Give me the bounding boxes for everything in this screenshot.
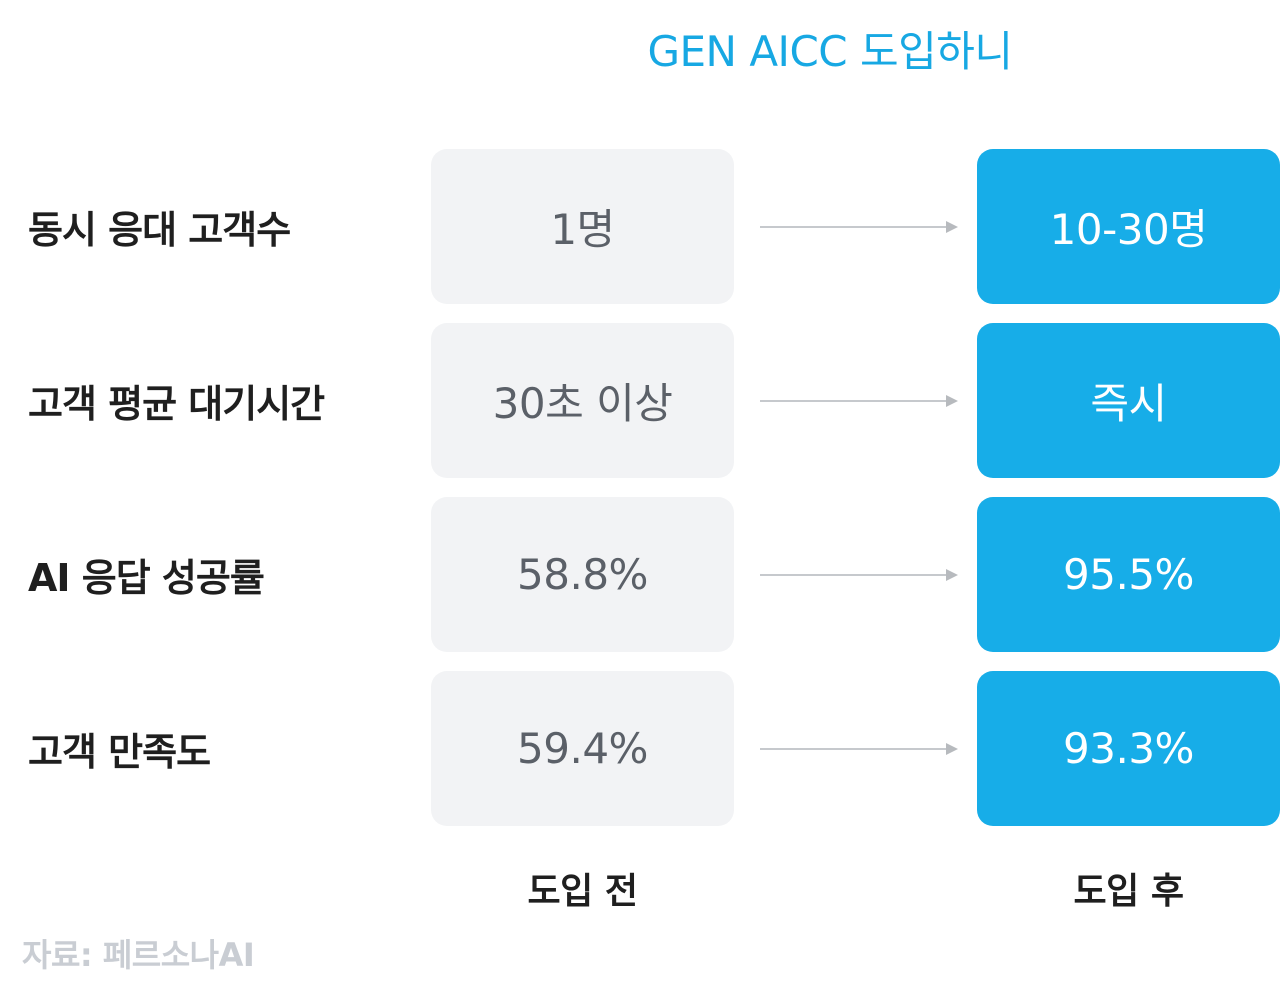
after-value-box: 10-30명 — [977, 149, 1280, 304]
row-label: 고객 만족도 — [28, 730, 211, 774]
diagram-title: GEN AICC 도입하니 — [647, 27, 1013, 76]
before-column-label: 도입 전 — [527, 871, 638, 912]
comparison-row: 동시 응대 고객수 1명 10-30명 — [0, 149, 1280, 304]
comparison-row: 고객 만족도 59.4% 93.3% — [0, 671, 1280, 826]
comparison-row: AI 응답 성공률 58.8% 95.5% — [0, 497, 1280, 652]
after-value-box: 93.3% — [977, 671, 1280, 826]
before-value-box: 59.4% — [431, 671, 734, 826]
arrow-right-icon — [760, 221, 958, 233]
arrow-right-icon — [760, 743, 958, 755]
arrow-right-icon — [760, 569, 958, 581]
after-column-label: 도입 후 — [1073, 871, 1184, 912]
row-label: 동시 응대 고객수 — [28, 208, 291, 252]
before-value-box: 58.8% — [431, 497, 734, 652]
arrow-right-icon — [760, 395, 958, 407]
source-note: 자료: 페르소나AI — [22, 936, 255, 974]
row-label: AI 응답 성공률 — [28, 556, 265, 600]
row-label: 고객 평균 대기시간 — [28, 382, 325, 426]
after-value-box: 즉시 — [977, 323, 1280, 478]
before-value-box: 30초 이상 — [431, 323, 734, 478]
before-value-box: 1명 — [431, 149, 734, 304]
comparison-row: 고객 평균 대기시간 30초 이상 즉시 — [0, 323, 1280, 478]
after-value-box: 95.5% — [977, 497, 1280, 652]
